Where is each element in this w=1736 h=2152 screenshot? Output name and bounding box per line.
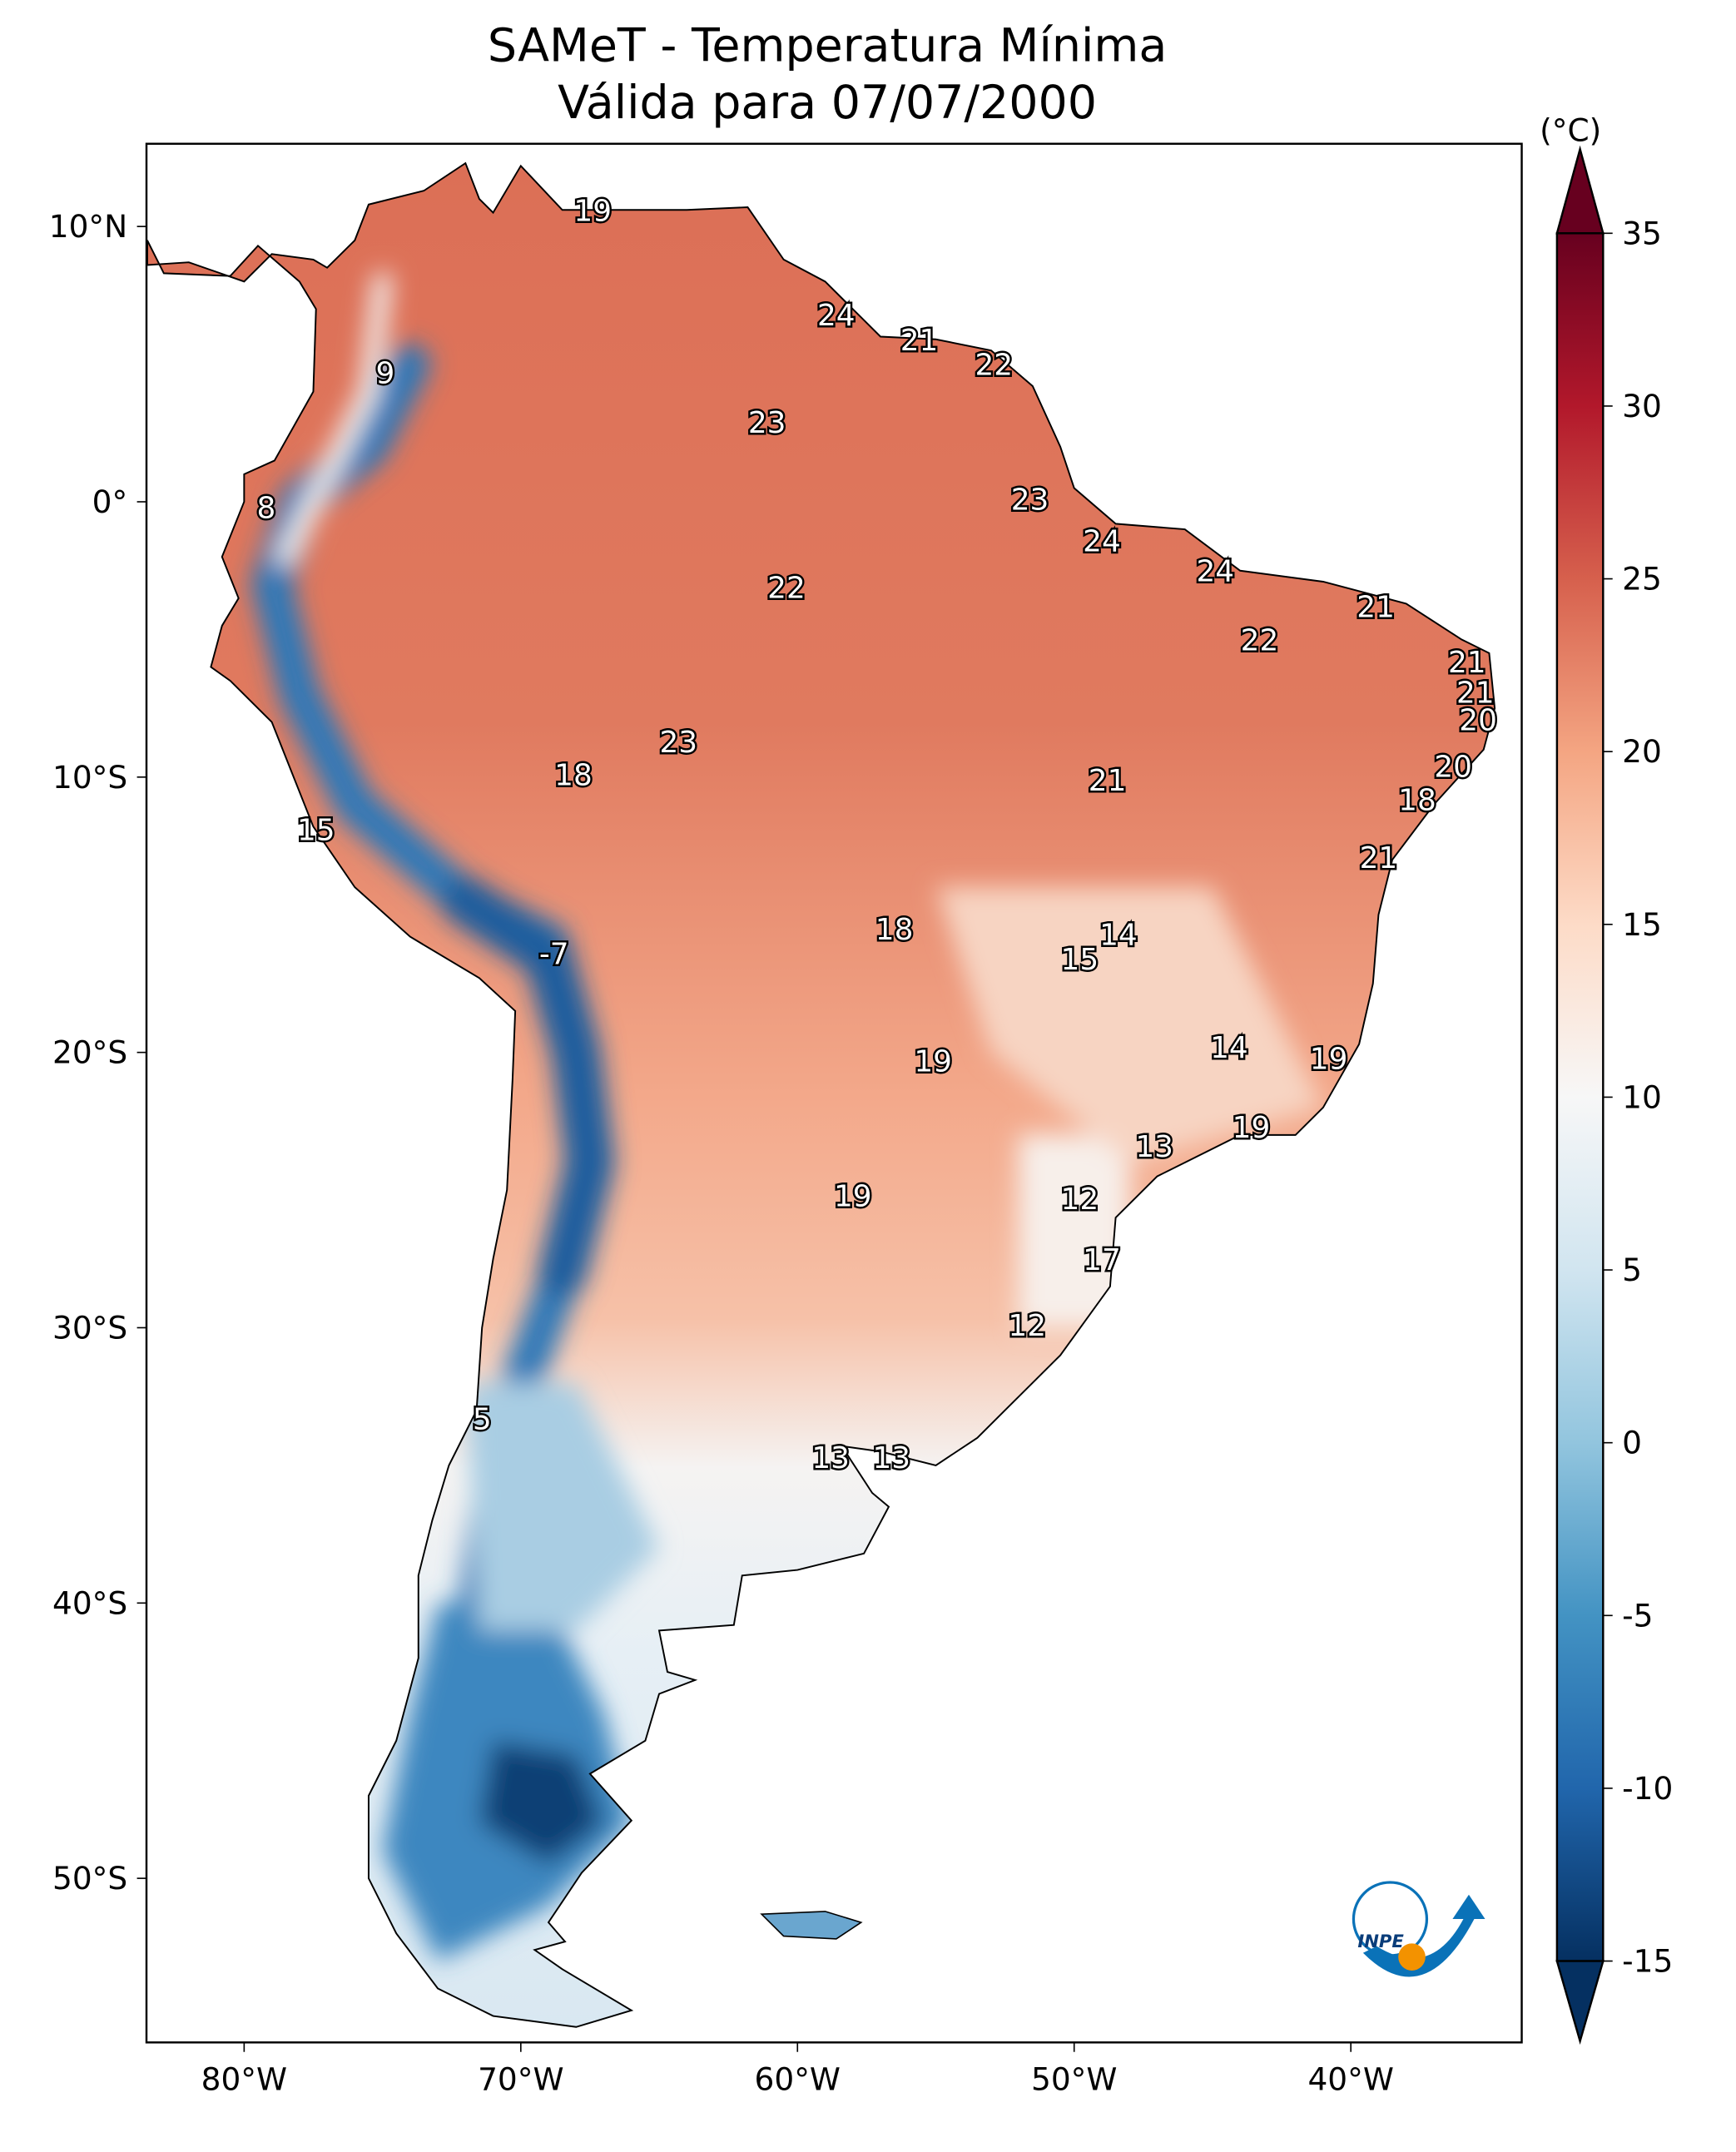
temperature-band: [275, 271, 392, 567]
title-line-2: Válida para 07/07/2000: [558, 76, 1098, 131]
temperature-band: [440, 876, 615, 1297]
lat-tick-label: 30°S: [52, 1310, 127, 1346]
lat-tick-label: 0°: [92, 483, 128, 520]
station-label: 15: [297, 814, 335, 848]
colorbar-tick-label: 0: [1622, 1425, 1642, 1461]
colorbar-unit-label: (°C): [1540, 112, 1601, 148]
colorbar-tick-label: 10: [1622, 1078, 1662, 1115]
colorbar-tick-label: 30: [1622, 388, 1662, 424]
station-label: 18: [554, 759, 593, 793]
station-label: 13: [872, 1441, 910, 1475]
colorbar-tick-label: 25: [1622, 561, 1662, 598]
south-brazil-cool-area: [1019, 1134, 1130, 1328]
lat-tick-label: 10°N: [49, 208, 127, 245]
station-label: 19: [914, 1045, 952, 1079]
colorbar-tick-label: 15: [1622, 906, 1662, 943]
station-label: 19: [573, 194, 612, 228]
patagonia-coldest-area: [479, 1740, 604, 1865]
colorbar-tick-label: 35: [1622, 215, 1662, 251]
station-label: 18: [1398, 783, 1436, 817]
logo-arrow-icon: [1362, 1894, 1486, 1977]
station-label: 21: [1357, 591, 1395, 625]
station-label: 21: [1089, 764, 1127, 798]
station-label: 24: [1083, 524, 1121, 558]
axis-ticks: 80°W 70°W 60°W 50°W 40°W 10°N 0° 10°S 20°S 30°S 40…: [49, 208, 1394, 2097]
lat-tick-label: 40°S: [52, 1584, 127, 1621]
station-label: 24: [1196, 555, 1234, 589]
station-label: 23: [1011, 483, 1049, 518]
lat-tick-label: 20°S: [52, 1034, 127, 1071]
station-label: 17: [1083, 1243, 1121, 1277]
station-label: 19: [1310, 1042, 1348, 1076]
colorbar-tick-label: 20: [1622, 733, 1662, 770]
station-label: 22: [767, 572, 806, 606]
station-label: 18: [875, 913, 914, 947]
station-label: 15: [1061, 943, 1099, 977]
lat-tick-label: 50°S: [52, 1860, 127, 1897]
central-brazil-area: [935, 887, 1323, 1163]
colorbar: (°C) 35 30 25 20 15 10 5 0 -5 -10 -15: [1540, 112, 1673, 2045]
colorbar-extend-max: [1555, 145, 1605, 235]
colorbar-tick-label: -10: [1622, 1770, 1673, 1807]
plot-frame: [145, 142, 1523, 2044]
station-label: 21: [1448, 646, 1486, 680]
station-label: 21: [1456, 676, 1495, 710]
station-label: 19: [834, 1180, 872, 1214]
station-label: 14: [1210, 1031, 1248, 1065]
logo-sun-icon: [1398, 1943, 1426, 1971]
coastline: [146, 161, 1496, 2028]
station-label: -7: [539, 938, 569, 972]
station-label: 21: [1360, 841, 1398, 875]
station-label: 21: [900, 324, 939, 358]
lon-tick-label: 80°W: [201, 2060, 287, 2097]
lon-tick-label: 50°W: [1031, 2060, 1117, 2097]
station-label: 12: [1061, 1183, 1099, 1217]
lat-tick-label: 10°S: [52, 759, 127, 796]
station-label: 23: [748, 406, 786, 440]
station-label: 14: [1099, 918, 1138, 952]
colorbar-extend-min: [1555, 1960, 1605, 2045]
title-line-1: SAMeT - Temperatura Mínima: [487, 18, 1168, 74]
logo-text: INPE: [1357, 1931, 1404, 1951]
station-label: 22: [1241, 623, 1279, 657]
station-label: 22: [975, 349, 1013, 383]
station-label: 13: [811, 1441, 850, 1475]
station-label: 8: [257, 492, 276, 526]
station-label: 12: [1008, 1309, 1046, 1343]
station-label: 24: [817, 299, 856, 333]
station-label: 13: [1135, 1130, 1173, 1164]
colorbar-tick-label: -5: [1622, 1597, 1653, 1634]
colorbar-tick-label: 5: [1622, 1252, 1642, 1288]
station-label: 23: [659, 726, 697, 760]
colorbar-tick-label: -15: [1622, 1943, 1673, 1980]
lon-tick-label: 40°W: [1307, 2060, 1393, 2097]
station-label: 5: [473, 1403, 492, 1437]
andes-cool-area: [465, 1382, 660, 1631]
station-label: 20: [1434, 751, 1472, 785]
lon-tick-label: 70°W: [478, 2060, 563, 2097]
falkland-islands: [760, 1911, 863, 1940]
station-label: 19: [1233, 1111, 1271, 1145]
station-label: 9: [375, 357, 394, 391]
lon-tick-label: 60°W: [755, 2060, 841, 2097]
colorbar-bar: [1555, 232, 1605, 1962]
station-label: 20: [1459, 703, 1497, 737]
inpe-logo: INPE: [1352, 1881, 1486, 1977]
